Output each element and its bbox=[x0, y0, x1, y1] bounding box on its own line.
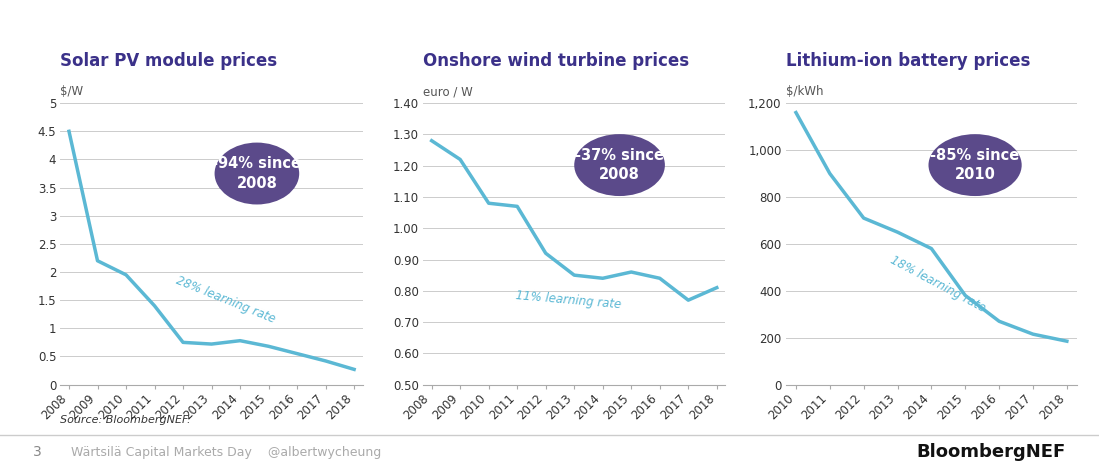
Text: -37% since
2008: -37% since 2008 bbox=[575, 148, 664, 182]
Ellipse shape bbox=[574, 134, 665, 196]
Text: $/kWh: $/kWh bbox=[786, 85, 823, 98]
Text: euro / W: euro / W bbox=[423, 85, 473, 98]
Text: Onshore wind turbine prices: Onshore wind turbine prices bbox=[423, 53, 689, 70]
Ellipse shape bbox=[929, 134, 1022, 196]
Text: BloombergNEF: BloombergNEF bbox=[917, 443, 1066, 461]
Text: 18% learning rate: 18% learning rate bbox=[888, 253, 988, 314]
Text: -94% since
2008: -94% since 2008 bbox=[212, 156, 301, 191]
Text: 11% learning rate: 11% learning rate bbox=[515, 289, 622, 311]
Text: $/W: $/W bbox=[60, 85, 84, 98]
Text: Solar PV module prices: Solar PV module prices bbox=[60, 53, 278, 70]
Text: Lithium-ion battery prices: Lithium-ion battery prices bbox=[786, 53, 1030, 70]
Ellipse shape bbox=[214, 143, 299, 204]
Text: Wärtsilä Capital Markets Day    @albertwycheung: Wärtsilä Capital Markets Day @albertwych… bbox=[71, 446, 381, 459]
Text: Source: BloombergNEF.: Source: BloombergNEF. bbox=[60, 415, 191, 425]
Text: 28% learning rate: 28% learning rate bbox=[175, 274, 277, 326]
Text: 3: 3 bbox=[33, 445, 42, 459]
Text: -85% since
2010: -85% since 2010 bbox=[931, 148, 1020, 182]
